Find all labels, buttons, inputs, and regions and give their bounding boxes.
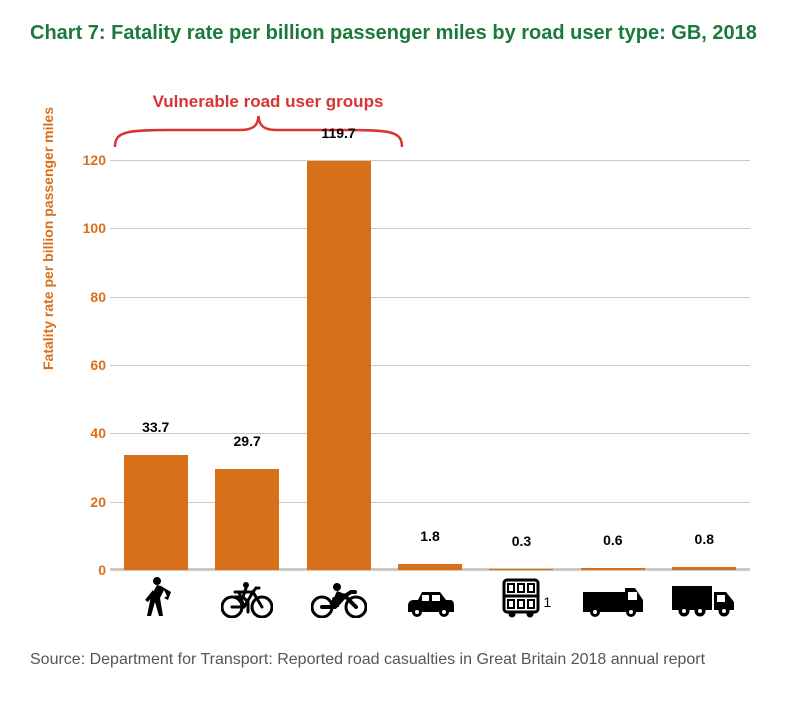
bar-motorcycle (307, 161, 371, 570)
y-tick-label: 40 (66, 425, 106, 441)
bar-label-truck: 0.8 (695, 531, 714, 547)
motorcycle-icon (311, 582, 367, 618)
bar-label-van: 0.6 (603, 532, 622, 548)
bar-label-bus: 0.3 (512, 533, 531, 549)
brace-icon (110, 112, 407, 150)
chart-title: Chart 7: Fatality rate per billion passe… (30, 20, 770, 46)
bar-label-motorcycle: 119.7 (321, 125, 355, 141)
footnote-marker: 1 (543, 594, 551, 610)
van-icon (581, 586, 645, 618)
bar-cyclist (215, 469, 279, 570)
gridline (110, 570, 750, 571)
truck-icon (670, 582, 738, 618)
y-tick-label: 60 (66, 357, 106, 373)
bus-icon (501, 578, 541, 618)
gridline (110, 502, 750, 503)
bar-bus (489, 569, 553, 571)
bar-car (398, 564, 462, 570)
y-tick-label: 0 (66, 562, 106, 578)
y-axis-title: Fatality rate per billion passenger mile… (40, 107, 56, 370)
bar-label-pedestrian: 33.7 (142, 419, 169, 435)
y-tick-label: 120 (66, 152, 106, 168)
bar-label-car: 1.8 (420, 528, 439, 544)
bar-truck (672, 567, 736, 570)
pedestrian-icon (141, 576, 171, 618)
bar-pedestrian (124, 455, 188, 570)
gridline (110, 228, 750, 229)
y-tick-label: 100 (66, 220, 106, 236)
y-tick-label: 20 (66, 494, 106, 510)
bar-van (581, 568, 645, 570)
gridline (110, 433, 750, 434)
bar-label-cyclist: 29.7 (234, 433, 261, 449)
chart-plot-area: 02040608010012033.729.7119.71.80.310.60.… (110, 160, 750, 570)
gridline (110, 297, 750, 298)
vulnerable-annotation: Vulnerable road user groups (148, 92, 388, 112)
source-text: Source: Department for Transport: Report… (30, 650, 770, 671)
bicycle-icon (221, 582, 273, 618)
gridline (110, 365, 750, 366)
car-icon (404, 588, 456, 618)
gridline (110, 160, 750, 161)
y-tick-label: 80 (66, 289, 106, 305)
